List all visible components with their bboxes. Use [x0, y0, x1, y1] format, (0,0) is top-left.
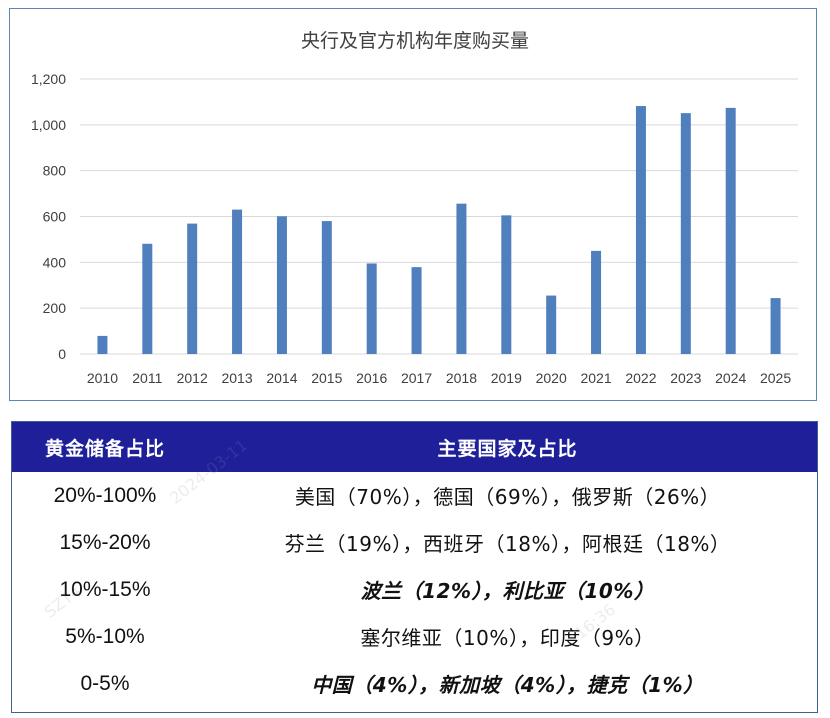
- bar-2015: [321, 221, 332, 354]
- countries-cell: 波兰（12%），利比亚（10%）: [360, 579, 655, 603]
- bar-2016: [366, 263, 377, 354]
- x-tick-label: 2013: [221, 370, 252, 386]
- bar-2022: [635, 106, 646, 355]
- x-tick-label: 2014: [266, 370, 297, 386]
- x-tick-label: 2017: [401, 370, 432, 386]
- table-row: 10%-15% 波兰（12%），利比亚（10%）: [12, 566, 817, 613]
- y-tick-label: 400: [43, 254, 67, 270]
- countries-cell: 芬兰（19%），西班牙（18%），阿根廷（18%）: [284, 532, 731, 556]
- header-main-countries: 主要国家及占比: [198, 422, 817, 472]
- x-tick-label: 2015: [311, 370, 342, 386]
- bar-2024: [725, 107, 736, 354]
- x-tick-label: 2016: [356, 370, 387, 386]
- reserve-ratio-cell: 0-5%: [80, 671, 130, 695]
- header-reserve-ratio: 黄金储备占比: [12, 422, 198, 472]
- x-tick-label: 2025: [760, 370, 791, 386]
- y-tick-label: 1,000: [31, 117, 66, 133]
- x-tick-label: 2019: [491, 370, 522, 386]
- table-header-row: 黄金储备占比 主要国家及占比: [12, 422, 817, 472]
- x-tick-label: 2018: [446, 370, 477, 386]
- bar-2014: [276, 216, 287, 354]
- countries-cell: 美国（70%），德国（69%），俄罗斯（26%）: [294, 485, 721, 509]
- y-tick-label: 200: [43, 300, 67, 316]
- x-tick-label: 2012: [177, 370, 208, 386]
- x-tick-label: 2021: [580, 370, 611, 386]
- bar-2018: [456, 203, 467, 354]
- reserve-ratio-cell: 10%-15%: [59, 577, 151, 601]
- x-tick-label: 2010: [87, 370, 118, 386]
- countries-cell: 中国（4%），新加坡（4%），捷克（1%）: [311, 673, 704, 697]
- table-row: 0-5% 中国（4%），新加坡（4%），捷克（1%）: [12, 660, 817, 707]
- x-tick-label: 2022: [625, 370, 656, 386]
- reserve-ratio-cell: 20%-100%: [53, 483, 157, 507]
- countries-cell: 塞尔维亚（10%），印度（9%）: [360, 626, 655, 650]
- bar-2021: [591, 250, 602, 354]
- y-tick-label: 0: [58, 346, 66, 362]
- x-tick-label: 2024: [715, 370, 746, 386]
- y-tick-label: 800: [43, 163, 67, 179]
- bar-2010: [97, 335, 108, 354]
- bar-2023: [680, 113, 691, 354]
- chart-panel: 央行及官方机构年度购买量 0 200 400 600 800 1,000 1,200 201…: [9, 8, 817, 401]
- bar-2017: [411, 267, 422, 354]
- bar-2011: [142, 243, 153, 354]
- bar-2020: [546, 295, 557, 354]
- y-tick-label: 1,200: [31, 71, 66, 87]
- x-tick-label: 2023: [670, 370, 701, 386]
- bar-2012: [187, 223, 198, 354]
- bar-2025: [770, 298, 781, 354]
- gold-reserve-table-grid: 黄金储备占比 主要国家及占比 20%-100% 美国（70%），德国（69%），俄…: [12, 422, 817, 707]
- table-row: 20%-100% 美国（70%），德国（69%），俄罗斯（26%）: [12, 472, 817, 519]
- table-row: 15%-20% 芬兰（19%），西班牙（18%），阿根廷（18%）: [12, 519, 817, 566]
- gold-reserve-table: 黄金储备占比 主要国家及占比 20%-100% 美国（70%），德国（69%），俄…: [11, 421, 818, 713]
- chart-title: 央行及官方机构年度购买量: [301, 30, 529, 52]
- reserve-ratio-cell: 5%-10%: [65, 624, 145, 648]
- x-tick-label: 2011: [132, 370, 162, 386]
- reserve-ratio-cell: 15%-20%: [59, 530, 151, 554]
- bar-2019: [501, 215, 512, 354]
- bar-2013: [232, 209, 243, 354]
- x-tick-label: 2020: [536, 370, 567, 386]
- bar-chart: 央行及官方机构年度购买量 0 200 400 600 800 1,000 1,200 201…: [31, 30, 798, 386]
- table-row: 5%-10% 塞尔维亚（10%），印度（9%）: [12, 613, 817, 660]
- y-tick-label: 600: [43, 209, 67, 225]
